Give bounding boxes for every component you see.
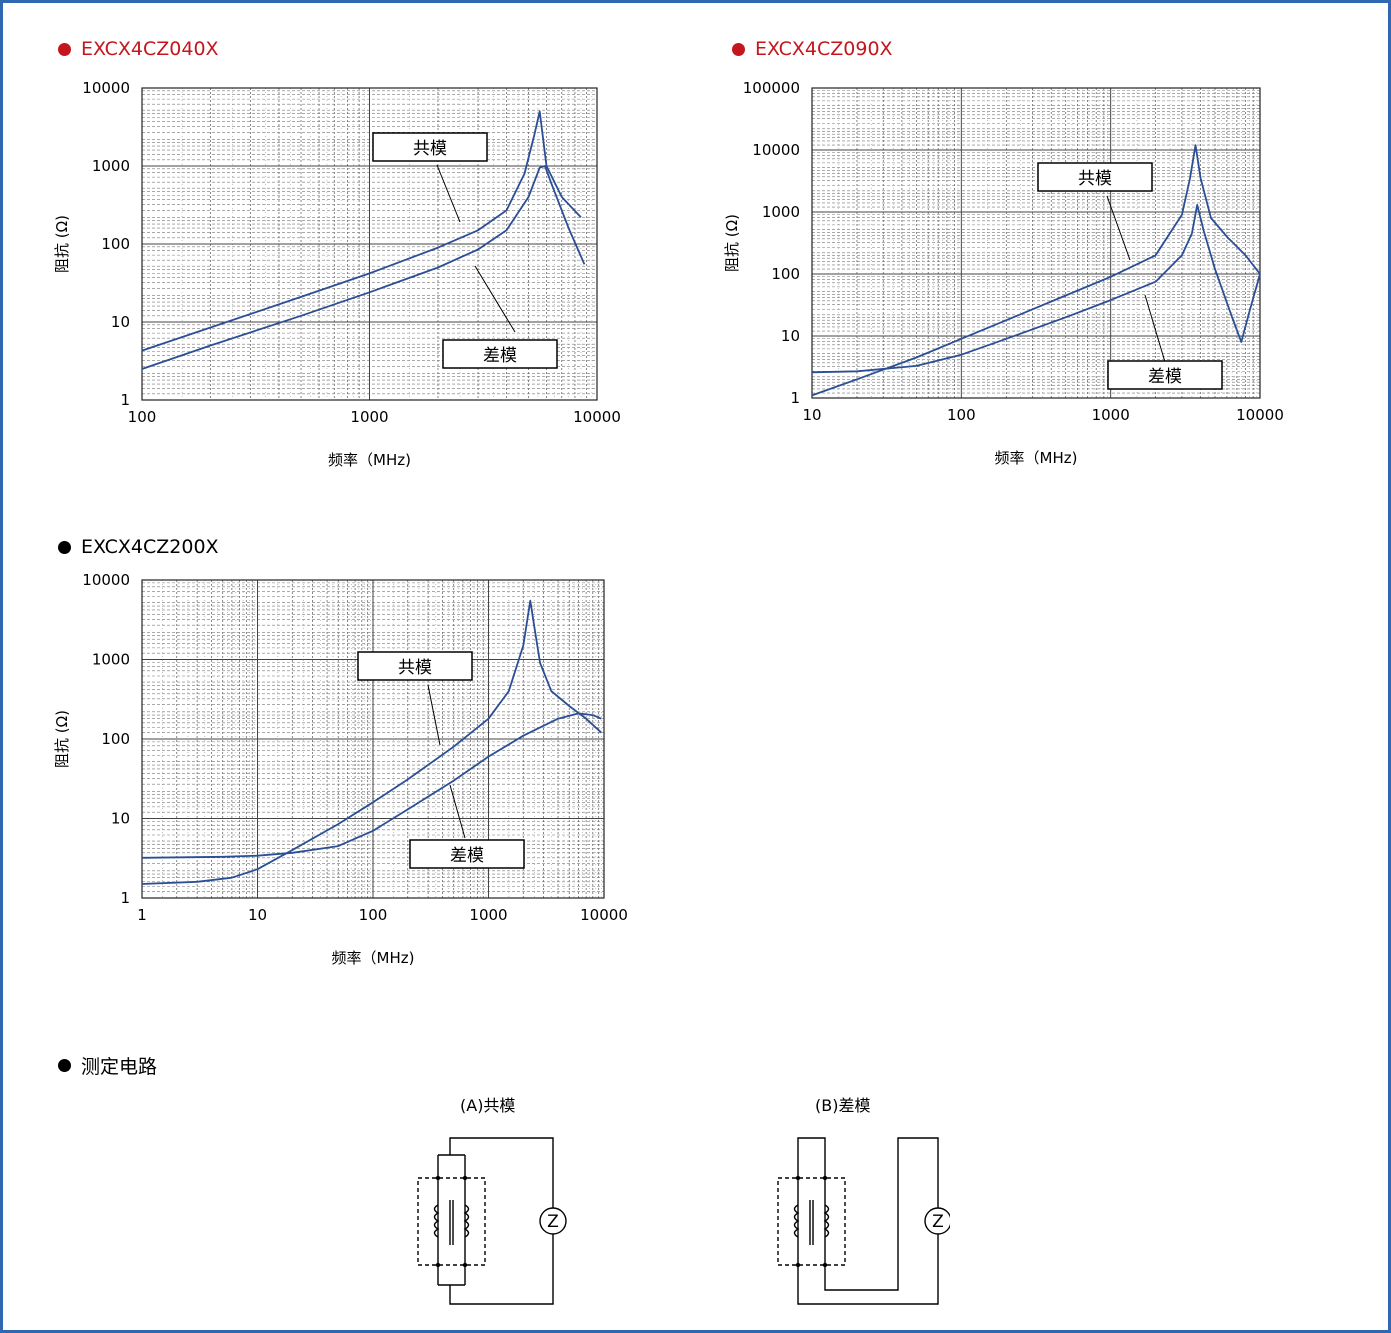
legend-label: 差模	[483, 346, 517, 366]
series-line-common-mode	[811, 144, 1261, 397]
chart1-title-text: EXCX4CZ040X	[81, 38, 219, 60]
plot-area-border	[141, 579, 605, 899]
callout-box	[357, 651, 473, 681]
y-tick-label: 1000	[762, 203, 800, 221]
x-tick-label: 100	[128, 408, 157, 426]
callout-box	[1107, 360, 1223, 390]
impedance-meter-icon	[924, 1207, 950, 1235]
series-line-differential-mode	[141, 165, 586, 370]
chart1-title: EXCX4CZ040X	[58, 38, 219, 60]
y-axis-label: 阻抗 (Ω)	[53, 215, 71, 273]
bullet-icon	[58, 1059, 71, 1072]
x-axis-label: 频率（MHz)	[995, 449, 1078, 467]
y-tick-label: 10	[111, 313, 130, 331]
legend-label: 共模	[1078, 169, 1112, 189]
legend-label: 共模	[413, 139, 447, 159]
impedance-meter-icon	[539, 1207, 567, 1235]
y-axis-label: 阻抗 (Ω)	[53, 710, 71, 768]
choke-outline	[777, 1177, 846, 1266]
y-tick-label: 10	[781, 327, 800, 345]
circuit-title-text: 测定电路	[81, 1056, 158, 1078]
callout-leader	[474, 265, 516, 333]
y-tick-label: 100	[771, 265, 800, 283]
chart3-title-text: EXCX4CZ200X	[81, 536, 219, 558]
circuit-b-label: (B)差模	[815, 1096, 871, 1115]
series-line-differential-mode	[811, 204, 1261, 374]
y-tick-label: 100	[101, 730, 130, 748]
bullet-icon	[732, 42, 745, 56]
x-tick-label: 1000	[469, 906, 507, 924]
y-axis-label: 阻抗 (Ω)	[723, 214, 741, 272]
x-tick-label: 10000	[573, 408, 621, 426]
y-tick-label: 10	[111, 810, 130, 828]
callout-leader	[449, 784, 466, 839]
circuit-a-diagram: Z	[417, 1137, 567, 1305]
x-tick-label: 100	[947, 406, 976, 424]
callout-leader	[1144, 294, 1166, 363]
y-tick-label: 10000	[82, 79, 130, 97]
grid	[811, 87, 1261, 399]
legend-label: 差模	[450, 846, 484, 866]
y-tick-label: 10000	[752, 141, 800, 159]
y-tick-label: 10000	[82, 571, 130, 589]
x-tick-label: 10	[248, 906, 267, 924]
callout-box	[1037, 162, 1153, 192]
circuit-b-diagram: Z	[777, 1137, 950, 1305]
callout-box	[409, 839, 525, 869]
y-tick-label: 100000	[743, 79, 800, 97]
chart2-title: EXCX4CZ090X	[732, 38, 893, 60]
y-tick-label: 1	[790, 389, 800, 407]
chart-excx4cz040x: 100 1000 10000 1 10 100 1000 10000 频率（MHz) 阻抗 (Ω)…	[53, 79, 621, 469]
coil-right-icon	[823, 1204, 830, 1238]
x-tick-label: 1000	[1092, 406, 1130, 424]
series-line-common-mode	[141, 599, 603, 885]
chart3-title: EXCX4CZ200X	[58, 536, 219, 558]
meter-symbol: Z	[547, 1212, 559, 1232]
bullet-icon	[58, 42, 71, 56]
callout-leader	[436, 164, 461, 223]
circuit-a-label: (A)共模	[460, 1096, 516, 1115]
y-tick-label: 1	[120, 391, 130, 409]
coil-right-icon	[463, 1204, 470, 1238]
meter-symbol: Z	[932, 1212, 944, 1232]
y-tick-label: 1000	[92, 157, 130, 175]
x-tick-label: 100	[359, 906, 388, 924]
y-tick-label: 100	[101, 235, 130, 253]
plot-area-border	[141, 87, 598, 401]
x-tick-label: 10000	[580, 906, 628, 924]
legend-label: 共模	[398, 658, 432, 678]
x-tick-label: 1	[137, 906, 147, 924]
plot-area-border	[811, 87, 1261, 399]
callout-box	[372, 132, 488, 162]
circuit-title: 测定电路	[58, 1052, 157, 1079]
wire-b	[797, 1137, 939, 1305]
y-tick-label: 1	[120, 889, 130, 907]
grid	[141, 579, 605, 899]
x-tick-label: 1000	[350, 408, 388, 426]
x-axis-label: 频率（MHz)	[328, 451, 411, 469]
x-tick-label: 10000	[1236, 406, 1284, 424]
callout-leader	[427, 684, 441, 746]
callout-box	[442, 339, 558, 369]
x-tick-label: 10	[802, 406, 821, 424]
coil-left-icon	[793, 1204, 800, 1238]
x-axis-label: 频率（MHz)	[332, 949, 415, 967]
bullet-icon	[58, 540, 71, 554]
chart-excx4cz200x: 1 10 100 1000 10000 1 10 100 1000 10000 频率（MHz) 阻抗 …	[53, 571, 628, 967]
coil-left-icon	[433, 1204, 440, 1238]
series-line-differential-mode	[141, 712, 602, 859]
chart2-title-text: EXCX4CZ090X	[755, 38, 893, 60]
choke-outline	[417, 1177, 486, 1266]
callout-leader	[1106, 195, 1131, 261]
legend-label: 差模	[1148, 367, 1182, 387]
chart-excx4cz090x: 10 100 1000 10000110100100010000100000频率（MH…	[723, 79, 1284, 467]
series-line-common-mode	[141, 110, 582, 352]
y-tick-label: 1000	[92, 651, 130, 669]
